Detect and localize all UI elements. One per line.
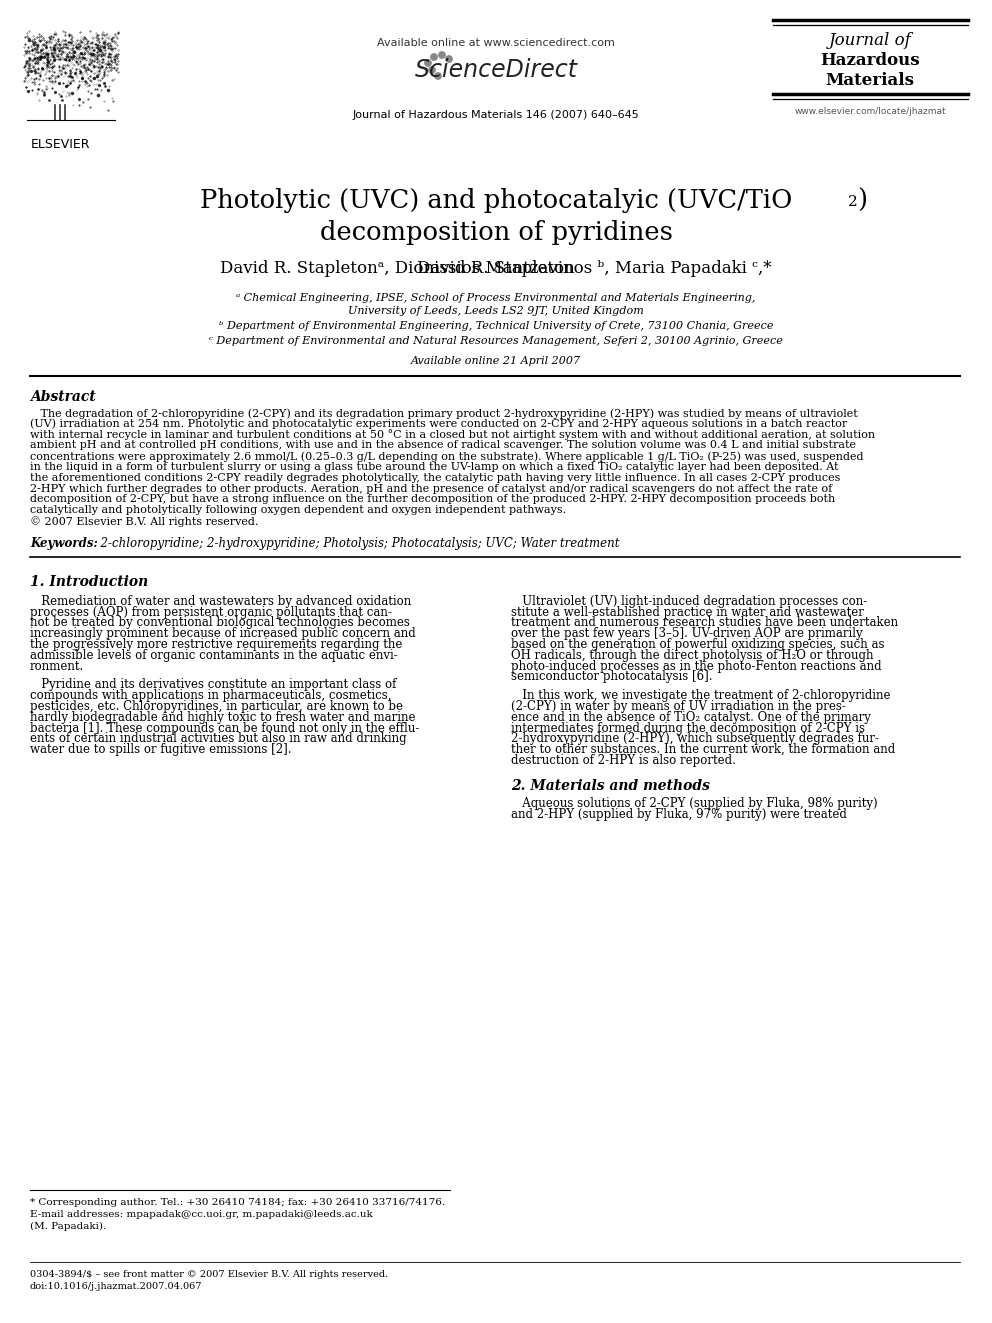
Text: Keywords:: Keywords:: [30, 537, 98, 550]
Text: In this work, we investigate the treatment of 2-chloropyridine: In this work, we investigate the treatme…: [511, 689, 891, 703]
Text: the aforementioned conditions 2-CPY readily degrades photolytically, the catalyt: the aforementioned conditions 2-CPY read…: [30, 472, 840, 483]
Text: Photolytic (UVC) and photocatalyic (UVC/TiO: Photolytic (UVC) and photocatalyic (UVC/…: [199, 188, 793, 213]
Text: destruction of 2-HPY is also reported.: destruction of 2-HPY is also reported.: [511, 754, 736, 767]
Text: 1. Introduction: 1. Introduction: [30, 574, 148, 589]
Text: pesticides, etc. Chloropyridines, in particular, are known to be: pesticides, etc. Chloropyridines, in par…: [30, 700, 403, 713]
Text: ther to other substances. In the current work, the formation and: ther to other substances. In the current…: [511, 744, 895, 757]
Text: based on the generation of powerful oxidizing species, such as: based on the generation of powerful oxid…: [511, 638, 885, 651]
Text: admissible levels of organic contaminants in the aquatic envi-: admissible levels of organic contaminant…: [30, 648, 398, 662]
Text: hardly biodegradable and highly toxic to fresh water and marine: hardly biodegradable and highly toxic to…: [30, 710, 416, 724]
Circle shape: [434, 73, 441, 79]
Text: ᵃ Chemical Engineering, IPSE, School of Process Environmental and Materials Engi: ᵃ Chemical Engineering, IPSE, School of …: [236, 292, 756, 303]
Text: © 2007 Elsevier B.V. All rights reserved.: © 2007 Elsevier B.V. All rights reserved…: [30, 516, 258, 527]
Text: Available online at www.sciencedirect.com: Available online at www.sciencedirect.co…: [377, 38, 615, 48]
Text: ᶜ Department of Environmental and Natural Resources Management, Seferi 2, 30100 : ᶜ Department of Environmental and Natura…: [209, 336, 783, 347]
Text: 2-HPY which further degrades to other products. Aeration, pH and the presence of: 2-HPY which further degrades to other pr…: [30, 484, 832, 493]
Text: ᵇ Department of Environmental Engineering, Technical University of Crete, 73100 : ᵇ Department of Environmental Engineerin…: [219, 321, 773, 331]
Text: not be treated by conventional biological technologies becomes: not be treated by conventional biologica…: [30, 617, 410, 630]
Text: University of Leeds, Leeds LS2 9JT, United Kingdom: University of Leeds, Leeds LS2 9JT, Unit…: [348, 306, 644, 316]
Text: Remediation of water and wastewaters by advanced oxidation: Remediation of water and wastewaters by …: [30, 595, 412, 607]
Circle shape: [429, 66, 435, 73]
Circle shape: [445, 56, 452, 62]
Text: treatment and numerous research studies have been undertaken: treatment and numerous research studies …: [511, 617, 898, 630]
Circle shape: [431, 54, 437, 61]
Text: decomposition of 2-CPY, but have a strong influence on the further decomposition: decomposition of 2-CPY, but have a stron…: [30, 495, 835, 504]
Text: and 2-HPY (supplied by Fluka, 97% purity) were treated: and 2-HPY (supplied by Fluka, 97% purity…: [511, 807, 847, 820]
Text: Available online 21 April 2007: Available online 21 April 2007: [411, 356, 581, 366]
Text: Materials: Materials: [825, 71, 915, 89]
Text: 2-chloropyridine; 2-hydroxypyridine; Photolysis; Photocatalysis; UVC; Water trea: 2-chloropyridine; 2-hydroxypyridine; Pho…: [93, 537, 619, 550]
Text: Ultraviolet (UV) light-induced degradation processes con-: Ultraviolet (UV) light-induced degradati…: [511, 595, 867, 607]
Text: photo-induced processes as in the photo-Fenton reactions and: photo-induced processes as in the photo-…: [511, 660, 882, 672]
Text: in the liquid in a form of turbulent slurry or using a glass tube around the UV-: in the liquid in a form of turbulent slu…: [30, 462, 838, 472]
Text: ents of certain industrial activities but also in raw and drinking: ents of certain industrial activities bu…: [30, 733, 407, 745]
Text: ambient pH and at controlled pH conditions, with use and in the absence of radic: ambient pH and at controlled pH conditio…: [30, 441, 856, 450]
Text: ronment.: ronment.: [30, 660, 84, 672]
Text: Pyridine and its derivatives constitute an important class of: Pyridine and its derivatives constitute …: [30, 679, 397, 692]
Text: ScienceDirect: ScienceDirect: [415, 58, 577, 82]
Text: concentrations were approximately 2.6 mmol/L (0.25–0.3 g/L depending on the subs: concentrations were approximately 2.6 mm…: [30, 451, 863, 462]
Circle shape: [425, 60, 432, 66]
Text: ELSEVIER: ELSEVIER: [30, 138, 89, 151]
Text: decomposition of pyridines: decomposition of pyridines: [319, 220, 673, 245]
Text: ence and in the absence of TiO₂ catalyst. One of the primary: ence and in the absence of TiO₂ catalyst…: [511, 710, 871, 724]
Text: Journal of Hazardous Materials 146 (2007) 640–645: Journal of Hazardous Materials 146 (2007…: [352, 110, 640, 120]
Circle shape: [438, 52, 445, 58]
Text: catalytically and photolytically following oxygen dependent and oxygen independe: catalytically and photolytically followi…: [30, 505, 566, 515]
Text: compounds with applications in pharmaceuticals, cosmetics,: compounds with applications in pharmaceu…: [30, 689, 392, 703]
Text: * Corresponding author. Tel.: +30 26410 74184; fax: +30 26410 33716/74176.: * Corresponding author. Tel.: +30 26410 …: [30, 1199, 445, 1207]
Text: OH radicals, through the direct photolysis of H₂O or through: OH radicals, through the direct photolys…: [511, 648, 874, 662]
Text: 2. Materials and methods: 2. Materials and methods: [511, 779, 710, 792]
Text: doi:10.1016/j.jhazmat.2007.04.067: doi:10.1016/j.jhazmat.2007.04.067: [30, 1282, 202, 1291]
Text: ): ): [857, 188, 867, 213]
Text: Abstract: Abstract: [30, 390, 96, 404]
Text: water due to spills or fugitive emissions [2].: water due to spills or fugitive emission…: [30, 744, 292, 757]
Text: The degradation of 2-chloropyridine (2-CPY) and its degradation primary product : The degradation of 2-chloropyridine (2-C…: [30, 407, 858, 418]
Text: processes (AOP) from persistent organic pollutants that can-: processes (AOP) from persistent organic …: [30, 606, 392, 619]
Text: semiconductor photocatalysis [6].: semiconductor photocatalysis [6].: [511, 671, 712, 684]
Text: stitute a well-established practice in water and wastewater: stitute a well-established practice in w…: [511, 606, 864, 619]
Text: (UV) irradiation at 254 nm. Photolytic and photocatalytic experiments were condu: (UV) irradiation at 254 nm. Photolytic a…: [30, 419, 847, 430]
Text: with internal recycle in laminar and turbulent conditions at 50 °C in a closed b: with internal recycle in laminar and tur…: [30, 430, 875, 441]
Text: bacteria [1]. These compounds can be found not only in the efflu-: bacteria [1]. These compounds can be fou…: [30, 721, 420, 734]
Text: (M. Papadaki).: (M. Papadaki).: [30, 1222, 106, 1232]
Text: intermediates formed during the decomposition of 2-CPY is: intermediates formed during the decompos…: [511, 721, 865, 734]
Text: Hazardous: Hazardous: [820, 52, 920, 69]
Text: increasingly prominent because of increased public concern and: increasingly prominent because of increa…: [30, 627, 416, 640]
Text: 2-hydroxypyridine (2-HPY), which subsequently degrades fur-: 2-hydroxypyridine (2-HPY), which subsequ…: [511, 733, 879, 745]
Text: the progressively more restrictive requirements regarding the: the progressively more restrictive requi…: [30, 638, 403, 651]
Text: David R. Stapletonᵃ, Dionissios Mantzavinos ᵇ, Maria Papadaki ᶜ,*: David R. Stapletonᵃ, Dionissios Mantzavi…: [220, 261, 772, 277]
Text: 2: 2: [848, 194, 858, 209]
Text: David R. Stapleton: David R. Stapleton: [417, 261, 575, 277]
Text: E-mail addresses: mpapadak@cc.uoi.gr, m.papadaki@leeds.ac.uk: E-mail addresses: mpapadak@cc.uoi.gr, m.…: [30, 1211, 373, 1218]
Text: (2-CPY) in water by means of UV irradiation in the pres-: (2-CPY) in water by means of UV irradiat…: [511, 700, 846, 713]
Text: www.elsevier.com/locate/jhazmat: www.elsevier.com/locate/jhazmat: [795, 107, 945, 116]
Text: Journal of: Journal of: [828, 32, 912, 49]
Text: 0304-3894/$ – see front matter © 2007 Elsevier B.V. All rights reserved.: 0304-3894/$ – see front matter © 2007 El…: [30, 1270, 388, 1279]
Text: over the past few years [3–5]. UV-driven AOP are primarily: over the past few years [3–5]. UV-driven…: [511, 627, 863, 640]
Text: Aqueous solutions of 2-CPY (supplied by Fluka, 98% purity): Aqueous solutions of 2-CPY (supplied by …: [511, 796, 878, 810]
